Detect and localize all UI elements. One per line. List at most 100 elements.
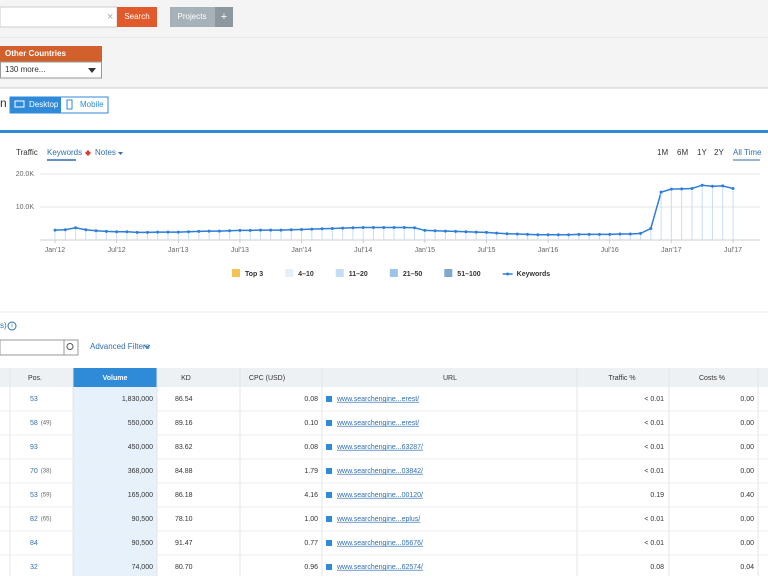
kd: 89.16 [175,420,193,427]
projects-button[interactable] [170,7,215,27]
point [669,187,673,191]
column-header[interactable]: Volume [103,375,128,382]
point [577,232,581,236]
prev-position: (59) [41,493,52,499]
costs: 0.00 [740,516,754,523]
x-tick-label: Jul'16 [601,247,619,254]
legend-label[interactable]: 21–50 [403,271,423,278]
range[interactable]: 2Y [714,148,724,157]
position[interactable]: 82 [30,516,38,523]
volume: 550,000 [128,420,153,427]
prev-position: (49) [41,421,52,427]
range[interactable]: 6M [677,148,688,157]
count: s) [0,321,7,330]
legend-dot [506,272,510,276]
tab-notes[interactable]: Notes [95,148,116,157]
point [207,229,211,233]
url[interactable]: www.searchengine...erest/ [336,396,419,403]
point [464,230,468,234]
point [454,229,458,233]
table-header [0,368,768,387]
point [63,228,67,232]
point [700,183,704,187]
point [639,231,643,235]
volume: 1,830,000 [122,396,153,403]
costs: 0.00 [740,540,754,547]
info-text: i [11,324,12,330]
legend-label[interactable]: Top 3 [245,271,263,278]
tab-keywords[interactable]: Keywords [47,148,82,157]
link-icon [326,516,332,522]
position[interactable]: 58 [30,420,38,427]
kd: 86.18 [175,492,193,499]
mobile-label[interactable]: Mobile [80,100,104,109]
section-rule [0,130,768,133]
url[interactable]: www.searchengine...00120/ [336,492,423,499]
search-input[interactable] [0,6,118,28]
x-tick-label: Jan'16 [538,247,559,254]
traffic: < 0.01 [644,516,664,523]
legend-swatch [389,269,398,277]
link-icon [326,420,332,426]
point [145,230,149,234]
column-header[interactable]: Pos. [28,375,42,382]
point [361,225,365,229]
point [474,230,478,234]
point [176,230,180,234]
point [84,228,88,232]
x-tick-label: Jan'15 [415,247,436,254]
url[interactable]: www.searchengine...03842/ [336,468,423,475]
region-title: Other Countries [5,49,66,58]
column-header[interactable]: Costs % [699,375,725,382]
point [156,230,160,234]
filter-input[interactable] [0,339,79,356]
position[interactable]: 84 [30,540,38,547]
x-tick-label: Jul'12 [108,247,126,254]
x-tick-label: Jul'17 [724,247,742,254]
legend-label[interactable]: 4–10 [298,271,314,278]
position[interactable]: 70 [30,468,38,475]
notes-icon [85,150,91,156]
column-header[interactable]: URL [443,375,457,382]
url[interactable]: www.searchengine...63287/ [336,444,423,451]
point [505,232,509,236]
x-tick-label: Jan'12 [45,247,66,254]
desktop-label: Desktop [29,100,59,109]
filter-search-icon [66,343,74,350]
tab-traffic[interactable]: Traffic [16,148,38,157]
column-header[interactable]: Traffic % [608,375,635,382]
legend-label[interactable]: 11–20 [349,271,368,278]
point [680,187,684,191]
x-tick-label: Jul'13 [231,247,249,254]
url[interactable]: www.searchengine...eplus/ [336,516,420,523]
position[interactable]: 53 [30,492,38,499]
column-header[interactable]: KD [181,375,191,382]
range[interactable]: All Time [733,148,762,157]
kd: 80.70 [175,564,193,571]
legend-label[interactable]: Keywords [517,271,551,278]
url[interactable]: www.searchengine...62574/ [336,564,423,571]
advanced-filters[interactable]: Advanced Filters [90,342,150,351]
cpc: 0.08 [304,396,318,403]
range[interactable]: 1Y [697,148,707,157]
column-header[interactable]: CPC (USD) [249,375,285,382]
url[interactable]: www.searchengine...erest/ [336,420,419,427]
region-dropdown[interactable] [0,61,102,79]
link-icon [326,468,332,474]
point [423,228,427,232]
point [228,229,232,233]
point [371,225,375,229]
position[interactable]: 93 [30,444,38,451]
x-tick-label: Jul'15 [477,247,495,254]
search-button[interactable] [117,7,157,27]
point [258,228,262,232]
position[interactable]: 32 [30,564,38,571]
traffic: < 0.01 [644,540,664,547]
url[interactable]: www.searchengine...05676/ [336,540,423,547]
add-button[interactable] [215,7,233,27]
legend-label[interactable]: 51–100 [457,271,480,278]
range[interactable]: 1M [657,148,668,157]
kd: 86.54 [175,396,193,403]
position[interactable]: 53 [30,396,38,403]
